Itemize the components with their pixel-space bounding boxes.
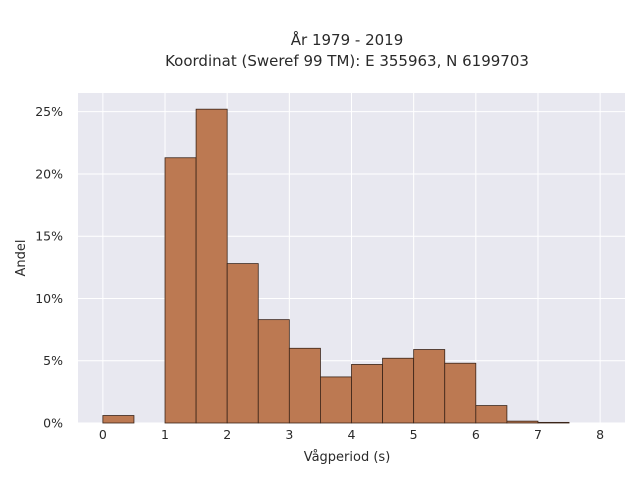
histogram-bar — [288, 347, 321, 424]
histogram-bar — [444, 362, 477, 424]
x-tick-label: 7 — [534, 427, 542, 442]
x-tick-label: 2 — [223, 427, 231, 442]
x-tick-label: 0 — [99, 427, 107, 442]
chart-title: År 1979 - 2019 — [291, 30, 404, 49]
histogram-bar — [506, 420, 539, 424]
histogram-bar — [413, 349, 446, 424]
histogram-bar — [320, 376, 352, 424]
histogram-bar — [382, 357, 415, 424]
histogram-bar — [102, 415, 135, 424]
x-tick-label: 5 — [410, 427, 418, 442]
x-tick-label: 6 — [472, 427, 480, 442]
histogram-bar — [164, 157, 197, 424]
y-tick-label: 0% — [43, 416, 63, 431]
histogram-bar — [475, 405, 508, 424]
y-tick-label: 20% — [35, 166, 63, 181]
x-tick-label: 8 — [596, 427, 604, 442]
y-tick-label: 10% — [35, 291, 63, 306]
y-tick-label: 15% — [35, 229, 63, 244]
tick-labels: 0 1 2 3 4 5 6 7 8 0% 5% 10% 15% 20% 25% — [35, 104, 604, 442]
histogram-bar — [257, 319, 290, 424]
chart-subtitle: Koordinat (Sweref 99 TM): E 355963, N 61… — [165, 52, 529, 70]
x-tick-label: 3 — [285, 427, 293, 442]
x-tick-label: 1 — [161, 427, 169, 442]
histogram-bar — [537, 421, 570, 424]
y-axis-label: Andel — [14, 240, 29, 277]
x-tick-label: 4 — [348, 427, 356, 442]
y-tick-label: 5% — [43, 353, 63, 368]
y-tick-label: 25% — [35, 104, 63, 119]
histogram-bar — [351, 364, 383, 424]
bars — [102, 108, 570, 424]
x-axis-label: Vågperiod (s) — [304, 450, 391, 465]
histogram-bar — [195, 108, 228, 424]
histogram-bar — [226, 263, 259, 424]
